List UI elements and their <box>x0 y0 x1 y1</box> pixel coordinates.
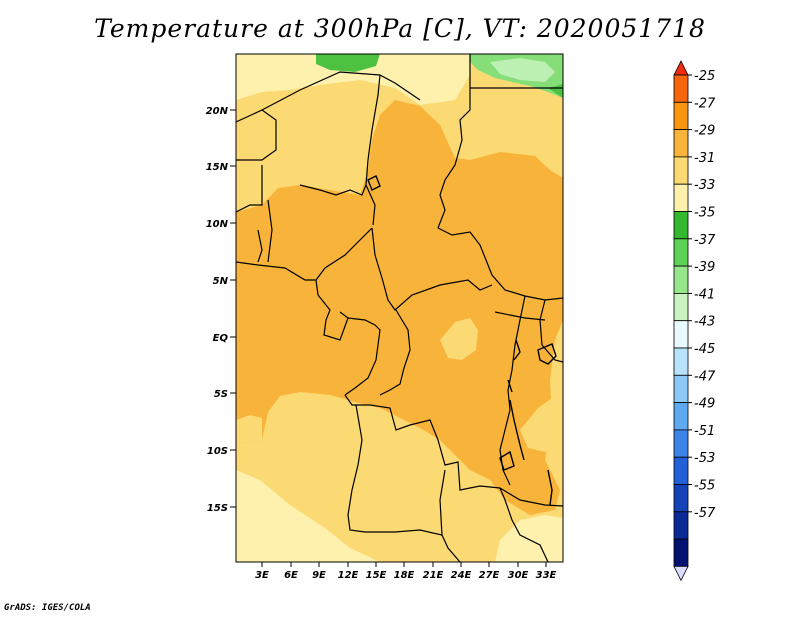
lon-axis: 3E 6E 9E 12E 15E 18E 21E 24E 27E 30E 33E <box>255 562 557 581</box>
colorbar-label: -45 <box>694 342 715 357</box>
colorbar-label: -43 <box>694 315 715 330</box>
lat-label: 10N <box>206 219 229 230</box>
colorbar-swatch <box>673 538 689 567</box>
colorbar-swatch <box>673 156 689 185</box>
lake-albert <box>513 339 521 361</box>
colorbar-swatch <box>673 320 689 349</box>
colorbar-swatch <box>673 129 689 158</box>
colorbar-label: -41 <box>694 287 715 302</box>
map-title: Temperature at 300hPa [C], VT: 202005171… <box>94 14 706 43</box>
colorbar-swatch <box>673 484 689 513</box>
lat-label: 5S <box>214 389 228 400</box>
colorbar-label: -57 <box>694 506 716 521</box>
lon-label: 24E <box>451 570 472 581</box>
colorbar-label: -27 <box>694 96 716 111</box>
colorbar-swatch <box>673 101 689 131</box>
colorbar-swatch <box>673 211 689 240</box>
colorbar-label: -55 <box>694 479 715 494</box>
field-33-35-southeast <box>495 515 563 562</box>
lon-label: 6E <box>284 570 298 581</box>
country-borders <box>236 54 563 562</box>
colorbar-swatch <box>673 74 689 103</box>
field-31-33-patch-west <box>236 415 262 444</box>
colorbar-label: -37 <box>694 233 716 248</box>
colorbar-label: -47 <box>694 369 716 384</box>
lake-malawi <box>547 469 553 506</box>
field-31-33-patch-east <box>520 395 563 452</box>
lat-label: 15S <box>207 503 228 514</box>
colorbar-label: -39 <box>694 260 715 275</box>
map-frame <box>235 53 564 563</box>
colorbar-label: -31 <box>694 151 715 166</box>
colorbar-bottom-arrow <box>673 566 689 582</box>
lat-label: 20N <box>206 106 229 117</box>
colorbar-label: -29 <box>694 124 715 139</box>
field-33-35-south <box>236 470 380 562</box>
colorbar-swatch <box>673 456 689 485</box>
field-29-31-interior <box>236 100 563 515</box>
lat-label: 5N <box>213 276 229 287</box>
lake-victoria <box>537 343 557 365</box>
colorbar-label: -35 <box>694 206 715 221</box>
colorbar-swatch <box>673 183 689 212</box>
lat-label: EQ <box>213 333 229 344</box>
colorbar: -25 -27 -29 -31 -33 -35 -37 -39 -41 -43 -45 -47 -49 -… <box>673 60 716 582</box>
lake-tanganyika <box>509 399 525 461</box>
lake-chad <box>367 175 381 191</box>
lat-axis: 20N 15N 10N 5N EQ 5S 10S 15S <box>206 106 236 514</box>
colorbar-swatch <box>673 347 689 376</box>
colorbar-label: -49 <box>694 397 715 412</box>
lon-label: 18E <box>394 570 415 581</box>
field-33-35-north <box>236 54 470 105</box>
lake-kivu <box>507 379 513 393</box>
colorbar-swatch <box>673 292 689 322</box>
colorbar-label: -25 <box>694 69 715 84</box>
colorbar-swatch <box>673 511 689 540</box>
colorbar-top-arrow <box>673 60 689 76</box>
colorbar-swatch <box>673 374 689 403</box>
lake-mweru <box>499 450 515 471</box>
lon-label: 12E <box>338 570 359 581</box>
lon-label: 33E <box>536 570 557 581</box>
colorbar-label: -53 <box>694 451 715 466</box>
lat-label: 10S <box>207 446 228 457</box>
lon-label: 3E <box>255 570 269 581</box>
colorbar-swatch <box>673 429 689 458</box>
lon-label: 27E <box>479 570 500 581</box>
field-41-43-northeast <box>490 58 555 82</box>
grads-credit: GrADS: IGES/COLA <box>4 603 91 613</box>
colorbar-swatch <box>673 238 689 267</box>
field-37-39-north <box>316 54 380 72</box>
lon-label: 30E <box>508 570 529 581</box>
lat-label: 15N <box>206 162 229 173</box>
lon-label: 9E <box>312 570 326 581</box>
temperature-field <box>236 54 563 562</box>
colorbar-swatch <box>673 265 689 294</box>
lon-label: 15E <box>366 570 387 581</box>
colorbar-label: -51 <box>694 424 715 439</box>
lon-label: 21E <box>423 570 444 581</box>
field-31-33-patch <box>440 318 478 360</box>
colorbar-swatch <box>673 402 689 431</box>
lakes <box>367 175 557 506</box>
colorbar-label: -33 <box>694 178 715 193</box>
